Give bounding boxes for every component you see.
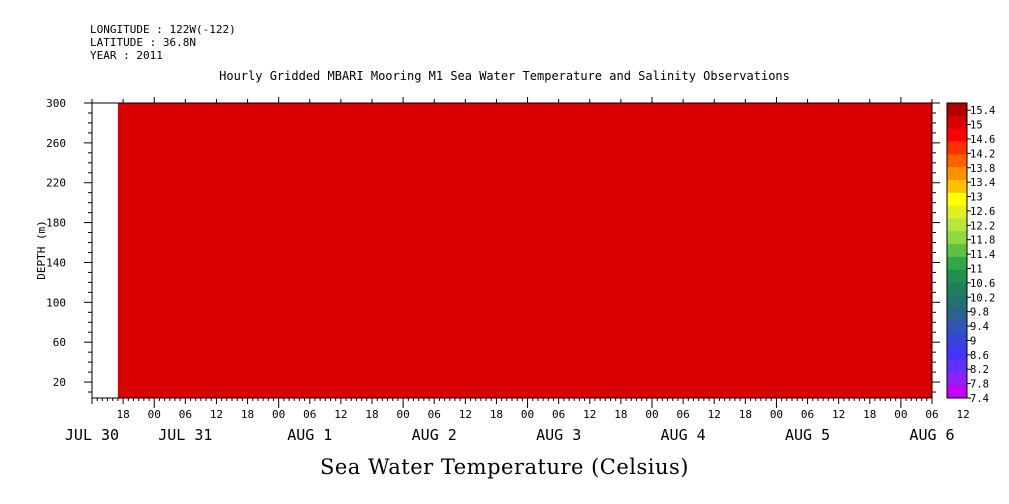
colorbar-label: 14.2 xyxy=(970,148,995,160)
colorbar-label: 10.2 xyxy=(970,292,995,304)
colorbar-swatch xyxy=(947,256,967,271)
x-day-label: AUG 1 xyxy=(287,426,332,444)
colorbar-swatch xyxy=(947,231,967,245)
colorbar-swatch xyxy=(947,128,967,142)
colorbar-label: 12.6 xyxy=(970,206,995,218)
colorbar-swatch xyxy=(947,359,967,373)
x-hour-label: 00 xyxy=(770,408,783,421)
x-day-label: AUG 4 xyxy=(661,426,706,444)
x-hour-label: 00 xyxy=(521,408,534,421)
colorbar-swatch xyxy=(947,141,967,155)
colorbar-swatch xyxy=(947,321,967,335)
y-tick-label: 260 xyxy=(46,137,66,150)
y-axis-label: DEPTH (m) xyxy=(35,220,48,280)
colorbar-label: 13.4 xyxy=(970,177,995,189)
x-hour-label: 00 xyxy=(396,408,409,421)
latitude-label: LATITUDE : 36.8N xyxy=(90,36,196,49)
temperature-gradient xyxy=(97,103,932,398)
x-hour-label: 18 xyxy=(490,408,503,421)
year-label: YEAR : 2011 xyxy=(90,49,163,62)
colorbar-label: 11.4 xyxy=(970,249,995,261)
x-day-label: JUL 30 xyxy=(65,426,119,444)
colorbar-swatch xyxy=(947,385,967,399)
colorbar-frame xyxy=(946,102,968,399)
x-hour-label: 12 xyxy=(956,408,969,421)
x-hour-label: 18 xyxy=(739,408,752,421)
colorbar-swatch xyxy=(947,308,967,322)
no-data-region xyxy=(92,103,118,398)
x-hour-label: 06 xyxy=(925,408,938,421)
colorbar-swatch xyxy=(947,282,967,296)
x-day-label: AUG 6 xyxy=(909,426,954,444)
x-hour-label: 18 xyxy=(241,408,254,421)
y-tick-label: 20 xyxy=(53,376,66,389)
longitude-label: LONGITUDE : 122W(-122) xyxy=(90,23,236,36)
x-day-label: JUL 31 xyxy=(158,426,212,444)
y-tick-label: 180 xyxy=(46,217,66,230)
colorbar-label: 13.8 xyxy=(970,163,995,175)
colorbar-swatch xyxy=(947,333,967,348)
colorbar-swatch xyxy=(947,269,967,283)
y-tick-label: 220 xyxy=(46,177,66,190)
x-hour-label: 18 xyxy=(863,408,876,421)
colorbar-swatch xyxy=(947,218,967,232)
x-day-label: AUG 3 xyxy=(536,426,581,444)
x-hour-label: 18 xyxy=(116,408,129,421)
colorbar-swatch xyxy=(947,372,967,386)
x-hour-label: 12 xyxy=(334,408,347,421)
x-hour-label: 00 xyxy=(272,408,285,421)
colorbar-label: 10.6 xyxy=(970,278,995,290)
x-hour-label: 18 xyxy=(614,408,627,421)
colorbar-label: 9.8 xyxy=(970,307,989,319)
y-tick-label: 100 xyxy=(46,296,66,309)
colorbar-label: 9.4 xyxy=(970,321,989,333)
x-hour-label: 06 xyxy=(801,408,814,421)
y-tick-label: 60 xyxy=(53,336,66,349)
x-hour-label: 06 xyxy=(179,408,192,421)
colorbar-swatch xyxy=(947,154,967,168)
x-hour-label: 12 xyxy=(459,408,472,421)
x-hour-label: 18 xyxy=(365,408,378,421)
colorbar-swatch xyxy=(947,115,967,130)
x-hour-label: 00 xyxy=(894,408,907,421)
x-hour-label: 06 xyxy=(303,408,316,421)
colorbar-swatch xyxy=(947,103,967,117)
colorbar-swatch xyxy=(947,244,967,258)
y-tick-label: 300 xyxy=(46,97,66,110)
x-hour-label: 06 xyxy=(676,408,689,421)
colorbar-swatch xyxy=(947,167,967,181)
x-hour-label: 06 xyxy=(552,408,565,421)
colorbar-label: 9 xyxy=(970,335,976,347)
colorbar-label: 11.8 xyxy=(970,235,995,247)
x-hour-label: 12 xyxy=(832,408,845,421)
colorbar-label: 15 xyxy=(970,120,983,132)
x-hour-label: 00 xyxy=(148,408,161,421)
colorbar-label: 8.2 xyxy=(970,364,989,376)
x-hour-label: 06 xyxy=(428,408,441,421)
chart-caption: Sea Water Temperature (Celsius) xyxy=(319,455,689,479)
colorbar-label: 11 xyxy=(970,263,983,275)
colorbar-label: 8.6 xyxy=(970,350,989,362)
x-hour-label: 12 xyxy=(583,408,596,421)
colorbar-swatch xyxy=(947,179,967,194)
colorbar-swatch xyxy=(947,346,967,360)
x-hour-label: 00 xyxy=(645,408,658,421)
colorbar-swatch xyxy=(947,205,967,219)
colorbar-label: 7.4 xyxy=(970,393,989,405)
colorbar-label: 7.8 xyxy=(970,379,989,391)
colorbar-swatch xyxy=(947,295,967,309)
colorbar-label: 13 xyxy=(970,192,983,204)
colorbar-swatch xyxy=(947,192,967,207)
x-hour-label: 12 xyxy=(708,408,721,421)
temperature-field xyxy=(97,103,932,398)
y-tick-label: 140 xyxy=(46,256,66,269)
colorbar-label: 14.6 xyxy=(970,134,995,146)
x-day-label: AUG 5 xyxy=(785,426,830,444)
colorbar-label: 15.4 xyxy=(970,105,995,117)
x-hour-label: 12 xyxy=(210,408,223,421)
x-day-label: AUG 2 xyxy=(412,426,457,444)
chart-title: Hourly Gridded MBARI Mooring M1 Sea Wate… xyxy=(219,69,790,83)
colorbar-label: 12.2 xyxy=(970,220,995,232)
